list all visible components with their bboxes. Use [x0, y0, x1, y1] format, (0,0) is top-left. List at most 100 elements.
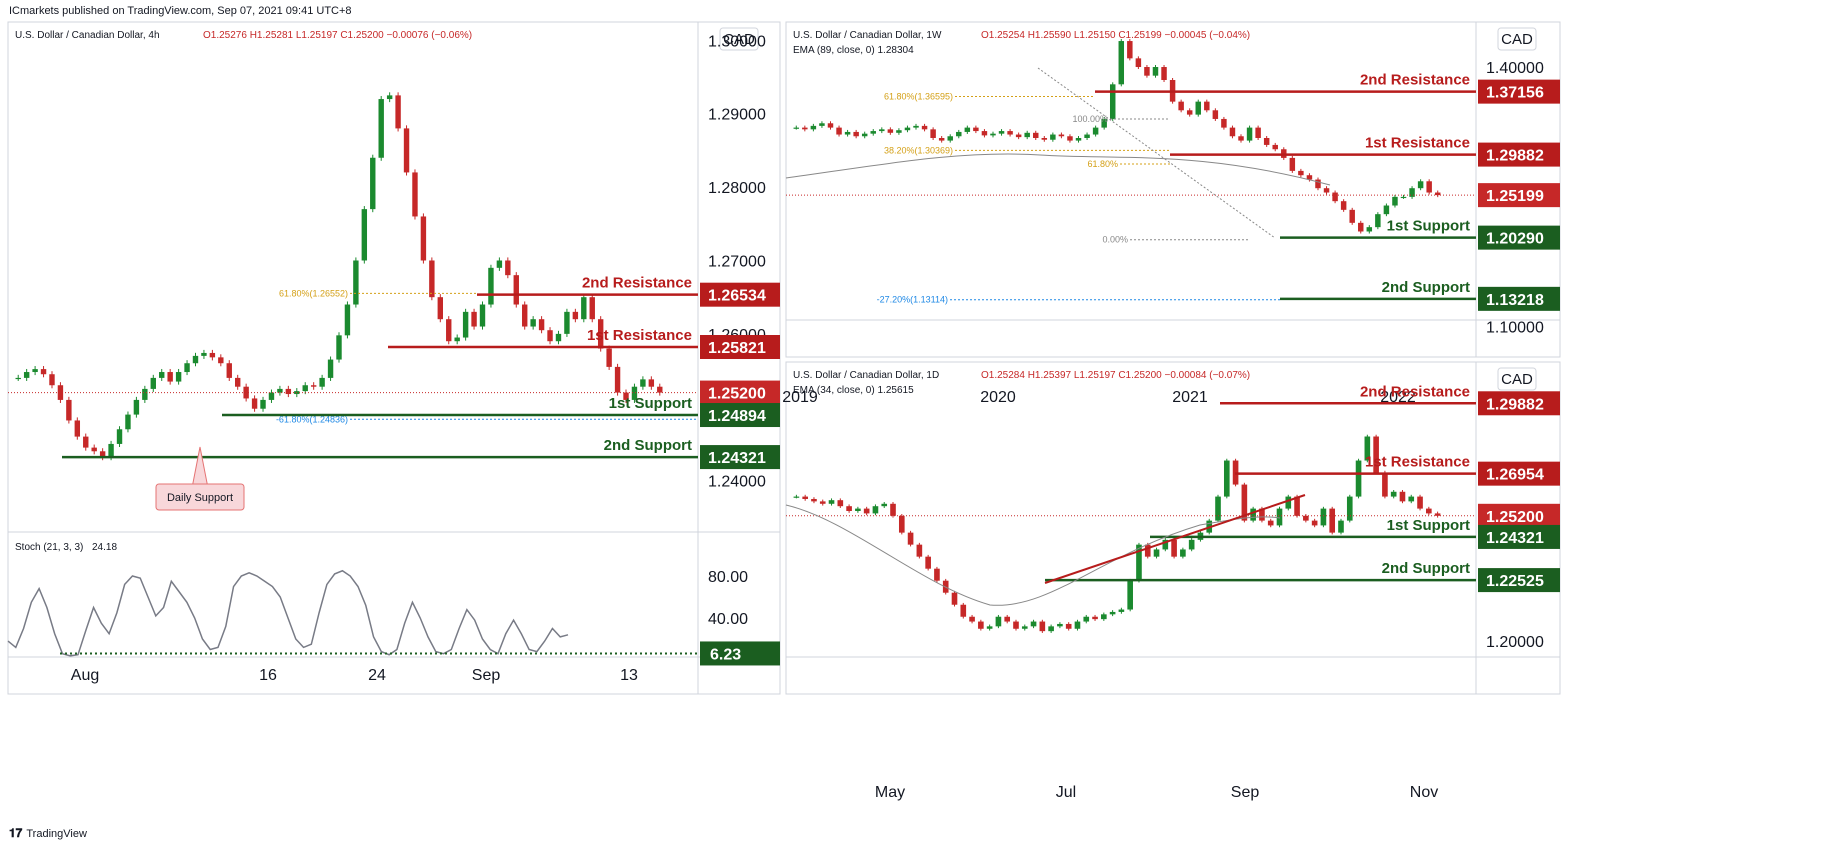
indicator-legend: EMA (89, close, 0) 1.28304: [793, 45, 914, 56]
candle: [1408, 496, 1415, 502]
candle: [125, 414, 131, 430]
candle: [1417, 181, 1424, 189]
candle: [1033, 132, 1039, 138]
level-name: 2nd Support: [1382, 279, 1470, 296]
candle: [981, 131, 988, 136]
currency-badge: [719, 27, 759, 51]
fib-label: 0.00%: [1102, 235, 1128, 245]
candle: [1434, 192, 1441, 196]
price-tag: [700, 445, 780, 470]
currency-badge: [1497, 367, 1537, 391]
candle: [853, 131, 859, 137]
tradingview-footer[interactable]: 𝟏𝟕 TradingView: [9, 826, 87, 841]
candle: [811, 498, 817, 502]
candle: [1180, 549, 1186, 557]
x-tick-label: 16: [259, 667, 277, 684]
candle: [429, 260, 435, 298]
candle: [353, 260, 359, 305]
price-tag-label: 1.25821: [708, 340, 766, 357]
candle: [986, 626, 993, 629]
candle: [990, 133, 996, 136]
candle: [1298, 170, 1304, 176]
candle: [956, 131, 962, 137]
candle: [1276, 508, 1283, 526]
candle: [572, 311, 579, 320]
candle: [1084, 134, 1090, 138]
candle: [1021, 626, 1028, 629]
x-tick-label: 2021: [1172, 389, 1208, 406]
candle: [91, 447, 97, 452]
candle: [978, 621, 984, 629]
candle: [251, 398, 258, 409]
candle: [386, 95, 393, 100]
candle: [1238, 136, 1244, 141]
candle: [1426, 508, 1432, 514]
candle: [648, 379, 655, 387]
candle: [1118, 41, 1125, 85]
candle: [1323, 188, 1330, 193]
candle: [614, 366, 621, 393]
fib-trendline: [1037, 67, 1276, 239]
candle: [218, 357, 224, 364]
currency-badge: [1497, 27, 1537, 51]
candle: [1383, 205, 1390, 215]
candle: [1289, 157, 1296, 171]
candle: [1229, 127, 1236, 137]
candle: [1083, 616, 1090, 622]
x-tick-label: 13: [620, 667, 638, 684]
candle: [1144, 544, 1151, 557]
fib-label: 100.00%: [1072, 114, 1108, 124]
candle: [1223, 460, 1230, 497]
candle: [547, 330, 553, 342]
price-tag: [700, 380, 780, 405]
candle: [1109, 84, 1116, 119]
candle: [861, 133, 868, 137]
candle: [1092, 127, 1099, 135]
candle: [175, 372, 182, 382]
candle: [1390, 491, 1397, 497]
fib-label: 61.80%(1.26552): [279, 288, 348, 298]
candle: [1346, 496, 1353, 521]
candle: [1135, 58, 1142, 68]
callout-box: [155, 483, 245, 511]
price-tag: [1478, 568, 1560, 593]
candle: [793, 496, 800, 498]
x-tick-label: Sep: [472, 667, 501, 684]
candle: [1400, 196, 1407, 199]
candle: [420, 216, 427, 261]
tradingview-logo-icon: 𝟏𝟕: [9, 826, 23, 840]
fib-label: 61.80%(1.36595): [884, 91, 953, 101]
price-tag-label: 1.24321: [1486, 530, 1544, 547]
candle: [1109, 611, 1116, 615]
ohlc-readout: O1.25276 H1.25281 L1.25197 C1.25200 −0.0…: [203, 30, 472, 41]
callout-text: Daily Support: [167, 492, 233, 504]
candle: [513, 275, 519, 305]
symbol-title: U.S. Dollar / Canadian Dollar, 4h: [15, 30, 160, 41]
level-name: 1st Support: [1387, 218, 1470, 235]
candle: [412, 172, 418, 217]
candle: [327, 359, 334, 378]
candle: [1364, 436, 1371, 461]
candle: [1246, 127, 1253, 141]
candle: [1272, 144, 1278, 150]
candle: [192, 355, 199, 364]
indicator-legend: EMA (34, close, 0) 1.25615: [793, 385, 914, 396]
candle: [1127, 580, 1133, 610]
price-tag-label: 1.24894: [708, 408, 766, 425]
price-tag: [1478, 286, 1560, 311]
candle: [167, 372, 173, 382]
candle: [226, 363, 232, 378]
candle: [1221, 118, 1227, 128]
candle: [930, 129, 936, 138]
candle: [802, 496, 808, 499]
candle: [471, 311, 477, 327]
x-tick-label: Jul: [1056, 784, 1076, 801]
price-tag-label: 1.26954: [1486, 467, 1544, 484]
candle: [1426, 181, 1432, 193]
candle: [898, 515, 905, 533]
candle: [846, 506, 852, 511]
candle: [998, 131, 1005, 134]
price-tag: [1478, 183, 1560, 208]
candle: [344, 304, 351, 336]
